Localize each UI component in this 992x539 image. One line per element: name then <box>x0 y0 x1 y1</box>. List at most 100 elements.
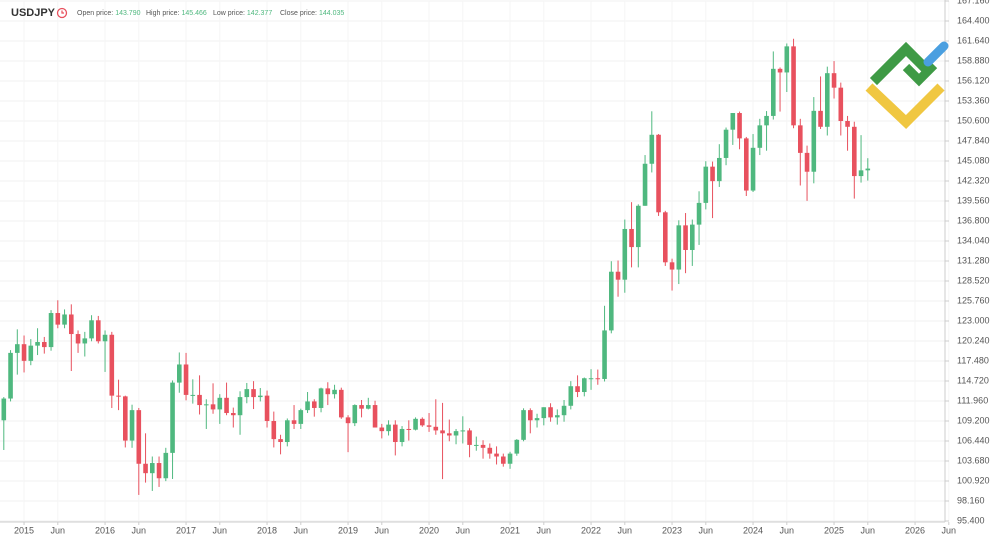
y-tick-label: 153.360 <box>957 95 990 105</box>
candle-body <box>291 420 297 424</box>
y-tick-label: 147.840 <box>957 135 990 145</box>
x-tick-label: 2019 <box>338 525 358 535</box>
candle-body <box>170 382 175 453</box>
y-tick-label: 131.280 <box>957 255 990 265</box>
candle-body <box>305 401 310 411</box>
candle-body <box>784 46 790 73</box>
candle-body <box>845 121 850 127</box>
x-tick-label: 2020 <box>419 525 439 535</box>
candle-body <box>622 228 628 280</box>
x-tick-label: Jun <box>456 525 471 535</box>
candle-body <box>244 389 250 398</box>
y-tick-label: 117.480 <box>957 355 989 365</box>
candle-body <box>561 405 567 416</box>
candle-body <box>82 338 88 344</box>
candle-body <box>798 125 803 153</box>
candle-body <box>460 430 466 432</box>
price-field: Low price: 142.377 <box>213 10 272 17</box>
y-tick-label: 167.160 <box>957 0 990 5</box>
candle-body <box>568 386 574 406</box>
y-tick-label: 136.800 <box>957 215 990 225</box>
x-tick-label: 2025 <box>824 525 844 535</box>
candle-body <box>649 134 655 164</box>
candle-body <box>102 334 108 342</box>
y-tick-label: 111.960 <box>957 395 988 405</box>
candle-body <box>514 439 520 454</box>
y-tick-label: 164.400 <box>957 15 990 25</box>
y-tick-label: 100.920 <box>957 475 990 485</box>
candle-body <box>325 388 331 395</box>
y-tick-label: 103.680 <box>957 455 990 465</box>
field-label: High price: <box>146 10 180 17</box>
candle-body <box>615 271 621 280</box>
y-tick-label: 98.160 <box>957 495 985 505</box>
x-tick-label: 2016 <box>95 525 115 535</box>
candle-body <box>251 389 256 398</box>
x-tick-label: Jun <box>537 525 552 535</box>
candle-body <box>156 463 162 479</box>
field-value: 143.790 <box>115 10 140 17</box>
x-tick-label: Jun <box>780 525 795 535</box>
candle-body <box>440 430 445 434</box>
candle-body <box>771 68 776 116</box>
candle-body <box>494 453 499 457</box>
candle-body <box>224 397 229 414</box>
x-tick-label: Jun <box>213 525 228 535</box>
candle-body <box>285 420 290 443</box>
x-tick-label: Jun <box>132 525 147 535</box>
candle-body <box>602 330 607 379</box>
candle-body <box>804 152 810 172</box>
y-tick-label: 134.040 <box>957 235 990 245</box>
candle-body <box>116 395 121 397</box>
candle-body <box>777 68 783 73</box>
candle-body <box>204 404 209 406</box>
candle-body <box>237 397 243 416</box>
clock-icon[interactable] <box>56 7 68 19</box>
candle-body <box>352 405 358 424</box>
candle-body <box>487 447 493 454</box>
candle-body <box>852 126 857 177</box>
candle-body <box>406 428 412 430</box>
y-tick-label: 150.600 <box>957 115 990 125</box>
x-tick-label: Jun <box>942 525 957 535</box>
candle-body <box>96 320 101 342</box>
candle-body <box>42 342 47 348</box>
candle-body <box>366 405 371 409</box>
candle-body <box>480 444 486 448</box>
candle-body <box>750 147 756 191</box>
candle-body <box>89 320 94 339</box>
candle-body <box>764 115 769 126</box>
candle-body <box>143 463 148 474</box>
axes: 95.400 98.160 100.920 103.680 106.440 109.200… <box>14 0 990 535</box>
candle-body <box>723 129 729 158</box>
candle-body <box>345 417 351 424</box>
field-value: 142.377 <box>247 10 272 17</box>
y-tick-label: 142.320 <box>957 175 990 185</box>
candle-body <box>177 364 182 383</box>
x-tick-label: Jun <box>51 525 66 535</box>
candle-body <box>467 430 472 445</box>
candle-body <box>757 125 763 148</box>
candle-body <box>710 166 715 182</box>
candle-body <box>318 388 324 408</box>
price-fields: Open price: 143.790 High price: 145.466 Low … <box>77 10 344 17</box>
candle-body <box>1 398 7 421</box>
candle-body <box>183 364 189 395</box>
candle-body <box>555 415 560 418</box>
candle-body <box>359 405 364 409</box>
candle-body <box>858 170 864 177</box>
candle-body <box>231 413 236 416</box>
candle-body <box>676 225 682 270</box>
candles <box>1 38 871 495</box>
candle-body <box>386 424 391 432</box>
candle-body <box>264 395 270 421</box>
field-label: Close price: <box>280 10 317 17</box>
candle-body <box>575 386 580 393</box>
y-tick-label: 95.400 <box>957 515 985 525</box>
candle-body <box>811 110 817 172</box>
candle-body <box>582 378 587 393</box>
candle-body <box>150 463 155 474</box>
y-tick-label: 120.240 <box>957 335 990 345</box>
candle-body <box>447 433 452 436</box>
